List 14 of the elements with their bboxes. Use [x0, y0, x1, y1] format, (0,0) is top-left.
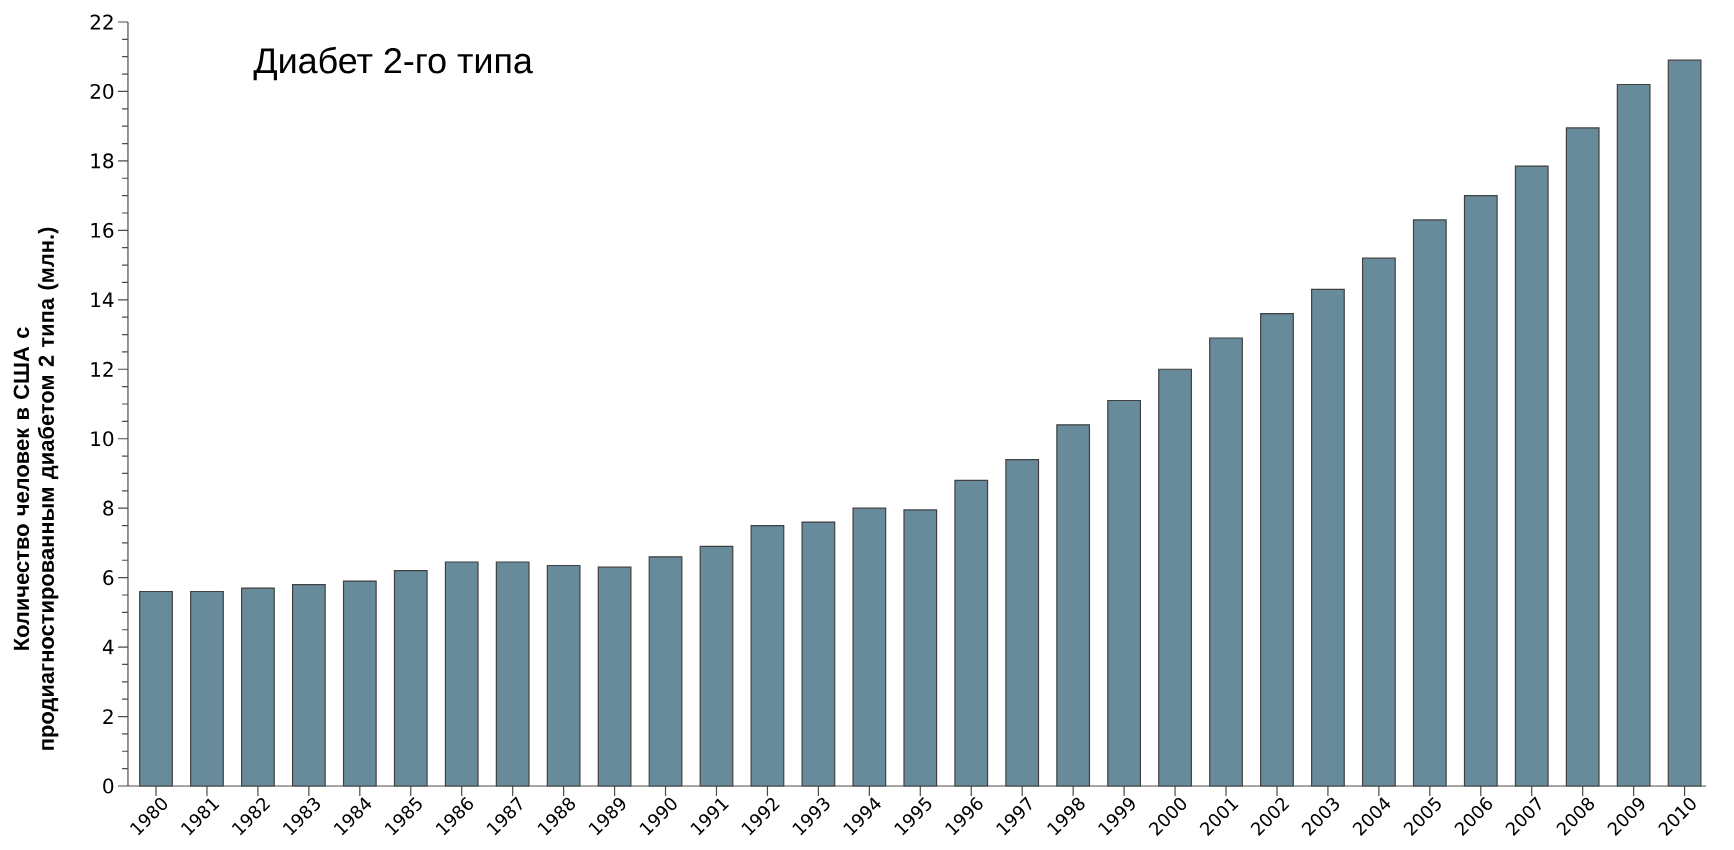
y-axis-title: Количество человек в США с продиагностированным диабетом 2 типа (млн.): [13, 227, 59, 750]
y-tick-label: 14: [91, 292, 114, 308]
y-tick-label: 0: [103, 778, 114, 794]
y-tick-label: 4: [102, 639, 114, 655]
y-tick-label: 12: [91, 361, 113, 377]
y-tick-label: 18: [91, 153, 114, 169]
y-tick-label: 6: [103, 570, 114, 586]
y-tick-label: 20: [90, 83, 114, 99]
y-tick-label: 2: [103, 709, 113, 724]
y-tick-label: 8: [103, 500, 114, 516]
y-tick-label: 10: [91, 431, 114, 447]
y-tick-label: 22: [90, 14, 113, 30]
y-tick-label: 16: [91, 222, 114, 238]
text: Диабет 2-го типа: [253, 46, 533, 81]
